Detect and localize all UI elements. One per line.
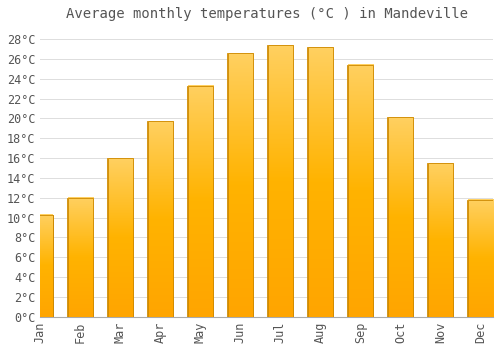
Bar — [188, 86, 214, 317]
Bar — [148, 121, 174, 317]
Bar — [108, 158, 134, 317]
Bar — [468, 200, 493, 317]
Bar — [388, 117, 413, 317]
Bar — [68, 198, 94, 317]
Bar — [28, 215, 54, 317]
Title: Average monthly temperatures (°C ) in Mandeville: Average monthly temperatures (°C ) in Ma… — [66, 7, 468, 21]
Bar — [428, 163, 454, 317]
Bar — [348, 65, 374, 317]
Bar — [308, 47, 334, 317]
Bar — [268, 45, 293, 317]
Bar — [228, 53, 254, 317]
